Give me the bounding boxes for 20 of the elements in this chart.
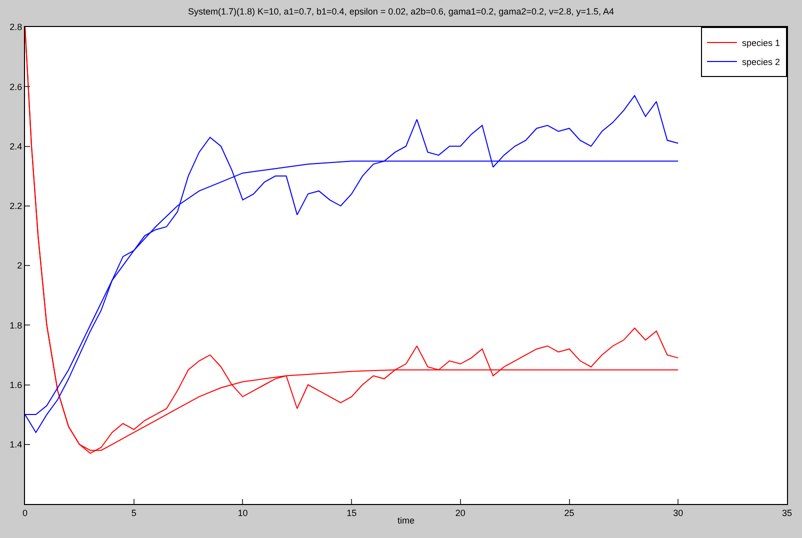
y-tick-label: 2.2	[10, 201, 22, 212]
y-tick-label: 2.4	[10, 141, 22, 152]
y-tick-label: 1.6	[10, 380, 22, 390]
x-tick-label: 25	[564, 508, 574, 518]
y-tick-label: 2	[17, 260, 22, 271]
x-tick-label: 10	[238, 508, 248, 518]
chart-title: System(1.7)(1.8) K=10, a1=0.7, b1=0.4, epsilon = 0.02, a2b=0.6, gama1=0.2, gama2=0.2, v=2.8, y=1.5, A4	[188, 6, 614, 16]
x-tick-label: 20	[455, 508, 466, 518]
y-tick-label: 1.8	[10, 320, 22, 330]
x-tick-label: 0	[22, 508, 28, 518]
x-tick-label: 35	[782, 508, 792, 518]
legend-label: species 1	[742, 38, 780, 48]
y-tick-label: 2.8	[10, 22, 22, 32]
y-tick-label: 1.4	[10, 440, 22, 450]
legend-label: species 2	[742, 57, 780, 68]
x-tick-label: 15	[346, 508, 357, 518]
x-tick-label: 30	[673, 508, 684, 518]
x-tick-label: 5	[131, 508, 136, 518]
x-axis-title: time	[397, 516, 415, 526]
y-tick-label: 2.6	[10, 82, 22, 92]
